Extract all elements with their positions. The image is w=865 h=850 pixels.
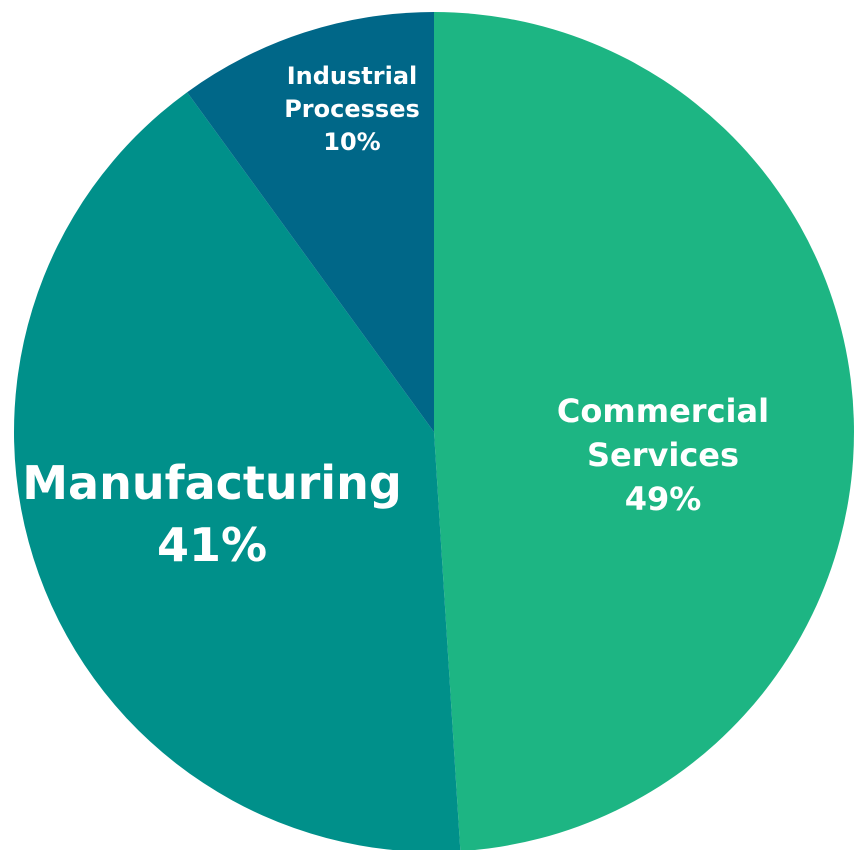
pie-labels: Commercial Services 49% Manufacturing 41% Ind… [22, 62, 769, 572]
slice-name-label: Manufacturing [22, 456, 402, 510]
slice-name-label: Services [587, 436, 739, 474]
slice-label-1: Commercial Services 49% [557, 392, 769, 518]
pie-slices [14, 12, 854, 850]
slice-label-3: Industrial Processes 10% [284, 62, 420, 156]
pie-slice-3 [187, 12, 434, 432]
slice-label-2: Manufacturing 41% [22, 456, 402, 572]
slice-name-label: Industrial [287, 62, 418, 90]
slice-value-label: 10% [323, 128, 380, 156]
slice-value-label: 49% [625, 480, 702, 518]
slice-name-label: Processes [284, 95, 420, 123]
pie-slice-1 [434, 12, 854, 850]
slice-value-label: 41% [157, 518, 267, 572]
pie-slice-2 [14, 92, 461, 850]
slice-name-label: Commercial [557, 392, 769, 430]
